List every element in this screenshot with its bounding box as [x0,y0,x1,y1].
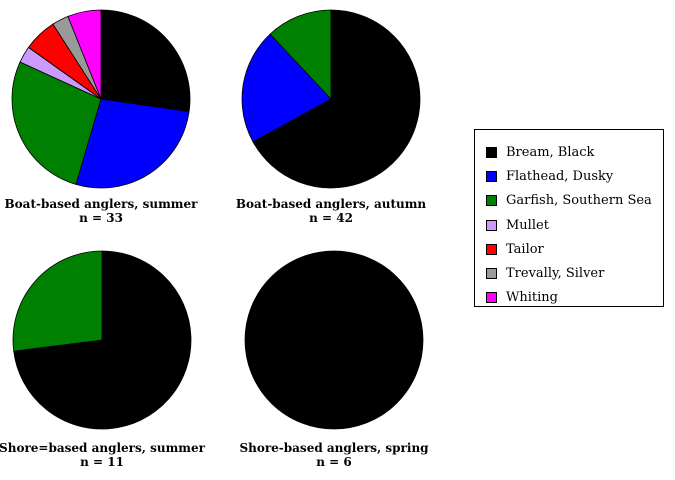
legend-label: Tailor [506,241,544,257]
legend-item-trevally-silver: Trevally, Silver [475,261,663,285]
pie-slice-flathead-dusky [241,33,332,143]
pie-n-boat-summer: n = 33 [79,211,123,225]
pie-caption-shore-summer: Shore=based anglers, summer n = 11 [0,441,212,469]
pie-caption-boat-autumn: Boat-based anglers, autumn n = 42 [216,197,446,225]
legend-swatch [486,243,497,255]
pie-chart-boat-summer [11,9,191,189]
pie-chart-boat-autumn [241,9,421,189]
pie-slice-bream-black [100,9,191,113]
pie-slice-bream-black [252,9,421,189]
pie-title-boat-autumn: Boat-based anglers, autumn [235,197,427,211]
pie-n-shore-spring: n = 6 [316,455,352,469]
legend-swatch [486,170,497,182]
legend-item-flathead-dusky: Flathead, Dusky [475,164,663,188]
legend-item-whiting: Whiting [475,286,663,310]
legend-swatch [486,146,497,158]
legend-label: Garfish, Southern Sea [506,193,652,209]
pie-slice-bream-black [244,250,424,430]
legend-label: Mullet [506,217,549,233]
pie-title-shore-spring: Shore-based anglers, spring [239,441,429,455]
pie-n-shore-summer: n = 11 [80,455,124,469]
pie-n-boat-autumn: n = 42 [309,211,353,225]
pie-title-shore-summer: Shore=based anglers, summer [0,441,205,455]
pie-chart-shore-summer [12,250,192,430]
legend-item-garfish-southern-sea: Garfish, Southern Sea [475,189,663,213]
legend-item-tailor: Tailor [475,237,663,261]
pie-slice-flathead-dusky [75,98,190,189]
legend-swatch [486,195,497,207]
pie-slice-whiting [67,9,102,100]
legend-swatch [486,268,497,280]
legend-label: Bream, Black [506,144,595,160]
legend-swatch [486,292,497,304]
legend: Bream, Black Flathead, Dusky Garfish, Sout… [474,129,664,307]
legend-item-mullet: Mullet [475,213,663,237]
pie-slice-garfish-southern-sea [11,61,102,185]
pie-slice-garfish-southern-sea [12,250,103,352]
pie-chart-shore-spring [244,250,424,430]
pie-title-boat-summer: Boat-based anglers, summer [4,197,198,211]
legend-label: Trevally, Silver [506,266,605,282]
pie-caption-shore-spring: Shore-based anglers, spring n = 6 [219,441,449,469]
legend-swatch [486,219,497,231]
pie-slice-garfish-southern-sea [269,9,332,101]
legend-label: Whiting [506,290,558,306]
pie-caption-boat-summer: Boat-based anglers, summer n = 33 [1,197,201,225]
legend-label: Flathead, Dusky [506,168,614,184]
legend-item-bream-black: Bream, Black [475,140,663,164]
